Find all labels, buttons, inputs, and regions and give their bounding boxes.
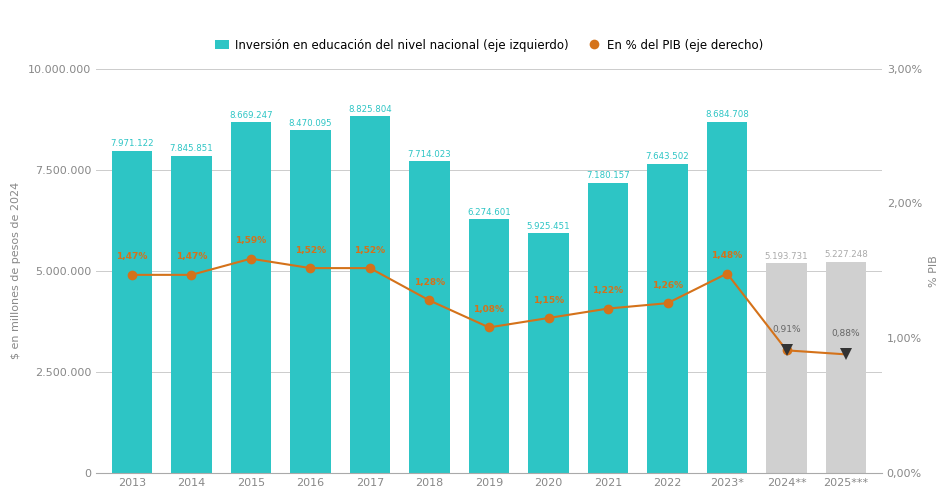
Bar [647, 164, 688, 473]
Text: 1,22%: 1,22% [593, 286, 623, 295]
Bar [528, 234, 569, 473]
Text: 5.227.248: 5.227.248 [825, 250, 868, 259]
Bar [171, 156, 212, 473]
Text: 7.643.502: 7.643.502 [646, 153, 690, 162]
Text: 7.971.122: 7.971.122 [110, 139, 154, 148]
Text: 8.684.708: 8.684.708 [705, 110, 749, 119]
Bar [707, 122, 748, 473]
Bar [350, 116, 390, 473]
Text: 1,48%: 1,48% [712, 251, 743, 260]
Text: 1,52%: 1,52% [294, 246, 326, 254]
Text: 1,47%: 1,47% [176, 252, 207, 261]
Y-axis label: $ en millones de pesos de 2024: $ en millones de pesos de 2024 [11, 182, 21, 359]
Bar [767, 263, 807, 473]
Text: 5.193.731: 5.193.731 [765, 251, 808, 260]
Text: 1,15%: 1,15% [533, 295, 564, 304]
Bar [468, 219, 509, 473]
Bar [826, 261, 866, 473]
Text: 0,88%: 0,88% [832, 329, 861, 338]
Text: 6.274.601: 6.274.601 [467, 208, 511, 217]
Text: 8.470.095: 8.470.095 [289, 119, 332, 128]
Text: 1,52%: 1,52% [354, 246, 386, 254]
Text: 7.714.023: 7.714.023 [408, 150, 451, 159]
Text: 1,26%: 1,26% [652, 280, 683, 290]
Legend: Inversión en educación del nivel nacional (eje izquierdo), En % del PIB (eje der: Inversión en educación del nivel naciona… [210, 34, 768, 56]
Text: 1,59%: 1,59% [236, 236, 267, 245]
Bar [231, 122, 271, 473]
Bar [588, 183, 628, 473]
Text: 0,91%: 0,91% [772, 325, 801, 334]
Bar [112, 151, 152, 473]
Y-axis label: % PIB: % PIB [929, 255, 939, 287]
Text: 5.925.451: 5.925.451 [526, 222, 570, 231]
Bar [409, 161, 449, 473]
Text: 8.825.804: 8.825.804 [348, 105, 391, 114]
Text: 1,47%: 1,47% [116, 252, 147, 261]
Bar [290, 130, 331, 473]
Text: 1,28%: 1,28% [414, 278, 445, 287]
Text: 7.180.157: 7.180.157 [586, 171, 630, 180]
Text: 7.845.851: 7.845.851 [169, 144, 213, 153]
Text: 8.669.247: 8.669.247 [229, 111, 273, 120]
Text: 1,08%: 1,08% [473, 305, 504, 314]
